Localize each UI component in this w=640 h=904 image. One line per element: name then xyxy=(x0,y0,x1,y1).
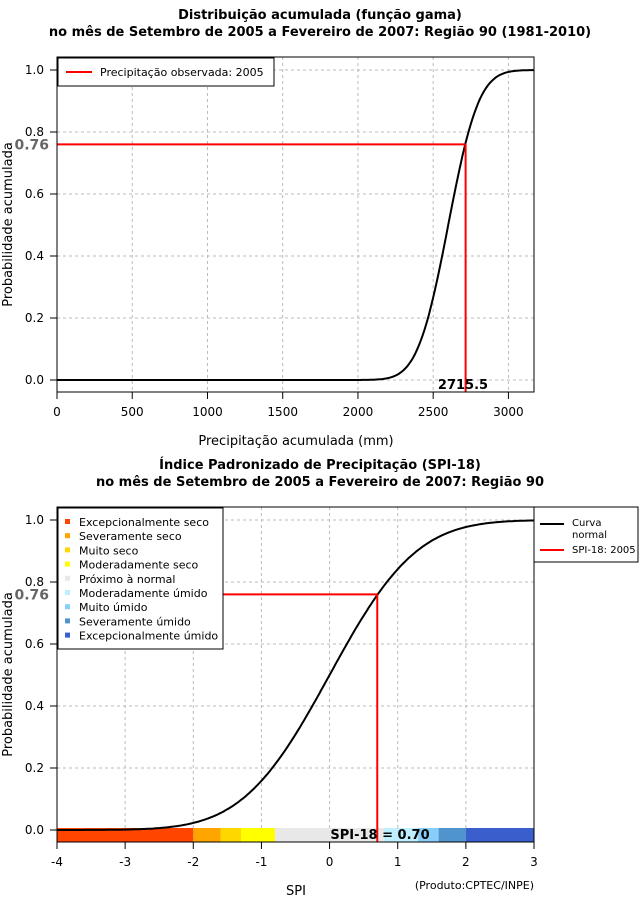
x-axis-label: SPI xyxy=(286,884,306,899)
y-tick-label: 1.0 xyxy=(25,63,44,77)
plot-frame xyxy=(56,506,535,843)
legend-label: Próximo à normal xyxy=(79,573,175,586)
spi-band-excepcionalmente-seco xyxy=(57,828,194,842)
legend-label: Precipitação observada: 2005 xyxy=(100,66,264,79)
legend-box xyxy=(57,57,275,87)
x-tick-label: -1 xyxy=(255,855,267,869)
chart-subtitle: no mês de Setembro de 2005 a Fevereiro d… xyxy=(49,25,591,40)
y-tick-label: 0.2 xyxy=(25,311,44,325)
legend-label: Excepcionalmente seco xyxy=(79,516,209,529)
x-tick-label: 2000 xyxy=(343,405,374,419)
x-tick-label: 3 xyxy=(530,855,538,869)
y-tick-label: 0.6 xyxy=(25,187,44,201)
x-tick-label: -3 xyxy=(119,855,131,869)
chart-title: Distribuição acumulada (função gama) xyxy=(178,8,462,23)
y-tick-label: 0.0 xyxy=(25,823,44,837)
y-tick-label: 0.2 xyxy=(25,761,44,775)
legend-swatch xyxy=(65,632,70,638)
legend-label: Moderadamente seco xyxy=(79,559,199,572)
legend-swatch xyxy=(65,519,70,524)
marker-x-label: 2715.5 xyxy=(438,378,488,393)
chart-subtitle: no mês de Setembro de 2005 a Fevereiro d… xyxy=(96,475,544,490)
legend-swatch xyxy=(65,547,70,553)
spi-band-muito-mido xyxy=(418,828,439,842)
x-tick-label: 500 xyxy=(121,405,144,419)
x-tick-label: 0 xyxy=(326,855,334,869)
x-tick-label: -2 xyxy=(187,855,199,869)
credit-text: (Produto:CPTEC/INPE) xyxy=(415,879,534,892)
marker-x-label: SPI-18 = 0.70 xyxy=(330,828,429,843)
spi-band-moderadamente-seco xyxy=(240,828,276,842)
x-tick-label: 2 xyxy=(462,855,470,869)
legend-label: Curva xyxy=(572,518,601,529)
legend-swatch xyxy=(65,604,70,610)
category-legend-box xyxy=(57,507,224,650)
cdf-curve xyxy=(57,69,534,381)
legend-label: Severamente seco xyxy=(79,530,182,543)
curve-legend-box xyxy=(533,506,639,563)
legend-swatch xyxy=(65,618,70,624)
spi-band-severamente-seco xyxy=(193,828,221,842)
legend-swatch xyxy=(65,533,70,539)
spi-band-moderadamente-mido xyxy=(384,828,419,842)
plot-frame xyxy=(56,56,535,393)
legend-swatch xyxy=(65,561,70,567)
y-axis-label: Probabilidade acumulada xyxy=(1,592,16,757)
x-tick-label: 0 xyxy=(53,405,61,419)
y-tick-label: 0.8 xyxy=(25,575,44,589)
x-tick-label: 1000 xyxy=(192,405,223,419)
legend-swatch xyxy=(65,575,70,581)
y-axis-label: Probabilidade acumulada xyxy=(1,142,16,307)
x-tick-label: 1500 xyxy=(267,405,298,419)
x-axis-label: Precipitação acumulada (mm) xyxy=(198,434,393,449)
x-tick-label: 1 xyxy=(394,855,402,869)
legend-label: Excepcionalmente úmido xyxy=(79,630,218,643)
legend-label: Muito seco xyxy=(79,544,139,557)
spi-band-pr-ximo-normal xyxy=(275,828,385,842)
y-tick-label: 0.4 xyxy=(25,249,44,263)
legend-label: SPI-18: 2005 xyxy=(572,545,636,556)
legend-label: Muito úmido xyxy=(79,601,148,614)
x-tick-label: 3000 xyxy=(493,405,524,419)
x-tick-label: -4 xyxy=(51,855,63,869)
legend-label: Severamente úmido xyxy=(79,615,191,628)
legend-swatch xyxy=(65,590,70,595)
legend-label: normal xyxy=(572,530,607,541)
cdf-curve xyxy=(57,519,535,831)
y-tick-label: 0.0 xyxy=(25,373,44,387)
spi-band-excepcionalmente-mido xyxy=(465,828,534,842)
marker-y-label: 0.76 xyxy=(14,137,49,153)
chart-title: Índice Padronizado de Precipitação (SPI-… xyxy=(159,457,481,473)
marker-y-label: 0.76 xyxy=(14,587,49,603)
y-tick-label: 1.0 xyxy=(25,513,44,527)
y-tick-label: 0.4 xyxy=(25,699,44,713)
spi-band-muito-seco xyxy=(220,828,241,842)
y-tick-label: 0.6 xyxy=(25,637,44,651)
spi-band-severamente-mido xyxy=(438,828,466,842)
legend-label: Moderadamente úmido xyxy=(79,587,208,600)
x-tick-label: 2500 xyxy=(418,405,449,419)
y-tick-label: 0.8 xyxy=(25,125,44,139)
